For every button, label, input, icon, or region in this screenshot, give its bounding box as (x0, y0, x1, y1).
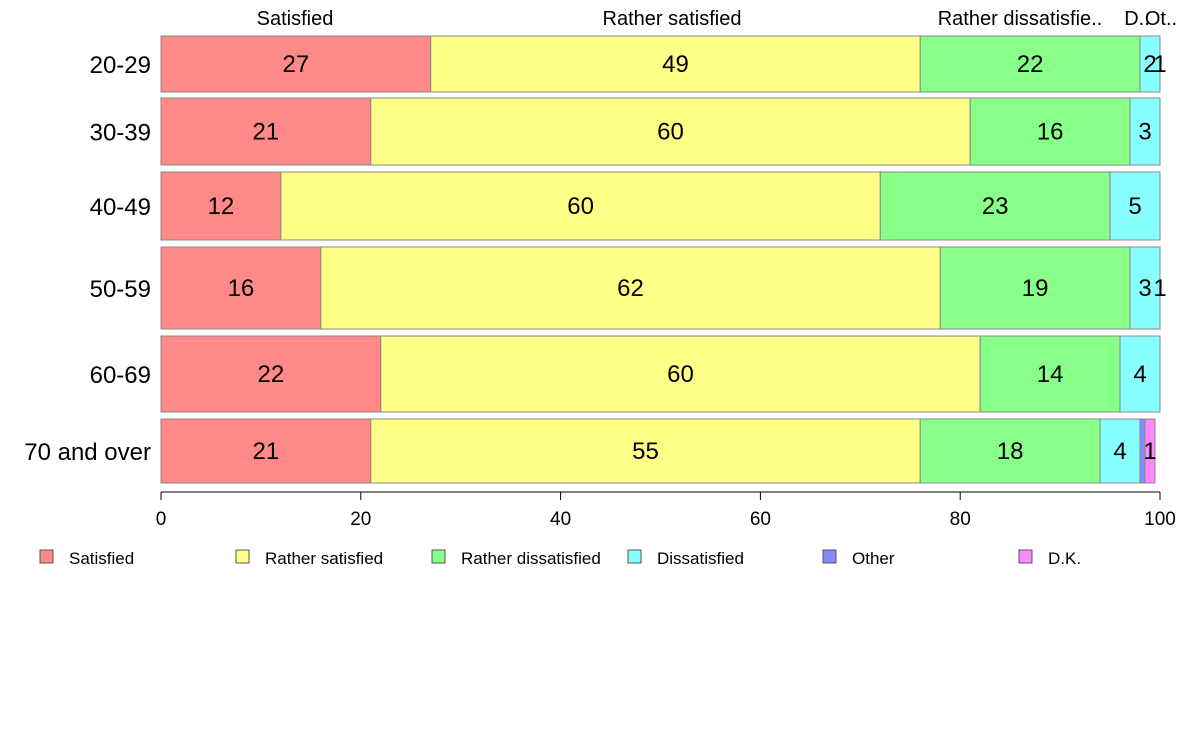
bar-segment-5-2 (919, 418, 1101, 484)
bar-row-0: 27 49 22 21 (160, 35, 1167, 93)
bar-value-label-2-1: 60 (567, 193, 594, 220)
x-tick-label-0: 0 (156, 509, 167, 530)
bar-value-label-5-0: 21 (253, 438, 280, 465)
category-label-1: 30-39 (90, 120, 151, 147)
x-tick-label-5: 100 (1144, 509, 1176, 530)
bar-value-label-0-3: 2 (1143, 51, 1156, 78)
bar-segment-1-3 (1129, 97, 1161, 166)
bar-segment-2-0 (160, 171, 282, 241)
legend-swatch-5 (1018, 549, 1033, 564)
category-label-4: 60-69 (90, 362, 151, 389)
bar-value-label-3-1: 62 (617, 275, 644, 302)
bar-segment-4-1 (380, 335, 981, 413)
bar-value-label-2-0: 12 (208, 193, 235, 220)
bar-segment-1-2 (969, 97, 1131, 166)
bar-segment-0-3 (1139, 35, 1161, 93)
bar-value-label-5-5: 1 (1143, 438, 1156, 465)
category-labels: 20-29 30-39 40-49 50-59 60-69 70 and over (24, 52, 151, 466)
top-headers: Satisfied Rather satisfied Rather dissatis… (257, 8, 1177, 30)
legend-item-4: Other (822, 549, 895, 568)
bar-row-4: 22 60 14 4 (160, 335, 1161, 413)
bar-segment-0-1 (430, 35, 921, 93)
bar-value-label-2-2: 23 (982, 193, 1009, 220)
bar-segment-5-3 (1099, 418, 1141, 484)
legend-swatch-3 (627, 549, 642, 564)
bar-value-label-4-0: 22 (258, 361, 285, 388)
bar-segment-1-1 (370, 97, 971, 166)
bar-segment-5-0 (160, 418, 372, 484)
bar-value-label-0-4: 1 (1153, 51, 1166, 78)
bar-value-label-4-1: 60 (667, 361, 694, 388)
bar-value-label-3-2: 19 (1022, 275, 1049, 302)
bar-segment-3-0 (160, 246, 322, 330)
legend: Satisfied Rather satisfied Rather dissatis… (39, 549, 1081, 568)
bar-segment-2-1 (280, 171, 881, 241)
legend-label-3: Dissatisfied (657, 549, 744, 568)
x-tick-label-1: 20 (350, 509, 371, 530)
category-label-2: 40-49 (90, 194, 151, 221)
top-header-1: Rather satisfied (603, 8, 742, 30)
legend-item-0: Satisfied (39, 549, 134, 568)
bar-segment-4-0 (160, 335, 382, 413)
legend-label-2: Rather dissatisfied (461, 549, 601, 568)
bar-segment-4-3 (1119, 335, 1161, 413)
bar-value-label-4-3: 4 (1133, 361, 1146, 388)
bar-value-label-3-3: 3 (1138, 275, 1151, 302)
category-label-3: 50-59 (90, 276, 151, 303)
bar-value-label-1-0: 21 (253, 119, 280, 146)
legend-label-5: D.K. (1048, 549, 1081, 568)
legend-label-1: Rather satisfied (265, 549, 383, 568)
category-label-0: 20-29 (90, 52, 151, 79)
legend-swatch-1 (235, 549, 250, 564)
bar-segment-3-2 (939, 246, 1131, 330)
bar-segment-2-3 (1109, 171, 1161, 241)
bar-row-2: 12 60 23 5 (160, 171, 1161, 241)
category-label-5: 70 and over (24, 439, 151, 466)
bar-segment-5-1 (370, 418, 921, 484)
legend-label-4: Other (852, 549, 895, 568)
bar-value-label-1-2: 16 (1037, 119, 1064, 146)
bar-value-label-4-2: 14 (1037, 361, 1064, 388)
x-tick-label-4: 80 (950, 509, 971, 530)
bar-value-label-1-3: 3 (1138, 119, 1151, 146)
bar-value-label-3-5: 1 (1153, 275, 1166, 302)
bar-value-label-0-2: 22 (1017, 51, 1044, 78)
top-header-3: D.. (1124, 8, 1150, 30)
top-header-0: Satisfied (257, 8, 334, 30)
bar-row-5: 21 55 18 4 1 (160, 418, 1157, 484)
bar-value-label-5-2: 18 (997, 438, 1024, 465)
x-tick-label-3: 60 (750, 509, 771, 530)
legend-item-3: Dissatisfied (627, 549, 744, 568)
bar-value-label-0-0: 27 (283, 51, 310, 78)
bar-value-label-5-1: 55 (632, 438, 659, 465)
top-header-4: Ot.. (1145, 8, 1177, 30)
legend-swatch-0 (39, 549, 54, 564)
bar-row-1: 21 60 16 3 (160, 97, 1161, 166)
bar-segment-2-2 (879, 171, 1111, 241)
bar-value-label-5-3: 4 (1113, 438, 1126, 465)
legend-swatch-2 (431, 549, 446, 564)
legend-item-1: Rather satisfied (235, 549, 383, 568)
bar-value-label-0-1: 49 (662, 51, 689, 78)
legend-item-5: D.K. (1018, 549, 1081, 568)
bar-row-3: 16 62 19 3 1 (160, 246, 1167, 330)
bar-value-label-3-0: 16 (228, 275, 255, 302)
top-header-2: Rather dissatisfie.. (938, 8, 1103, 30)
legend-swatch-4 (822, 549, 837, 564)
bar-value-label-2-3: 5 (1128, 193, 1141, 220)
legend-item-2: Rather dissatisfied (431, 549, 601, 568)
legend-label-0: Satisfied (69, 549, 134, 568)
bar-segment-3-1 (320, 246, 941, 330)
bar-segment-3-3 (1129, 246, 1161, 330)
bar-value-label-1-1: 60 (657, 119, 684, 146)
bar-segment-5-5 (1144, 418, 1156, 484)
x-axis: 0 20 40 60 80 100 (156, 491, 1176, 530)
x-tick-label-2: 40 (550, 509, 571, 530)
